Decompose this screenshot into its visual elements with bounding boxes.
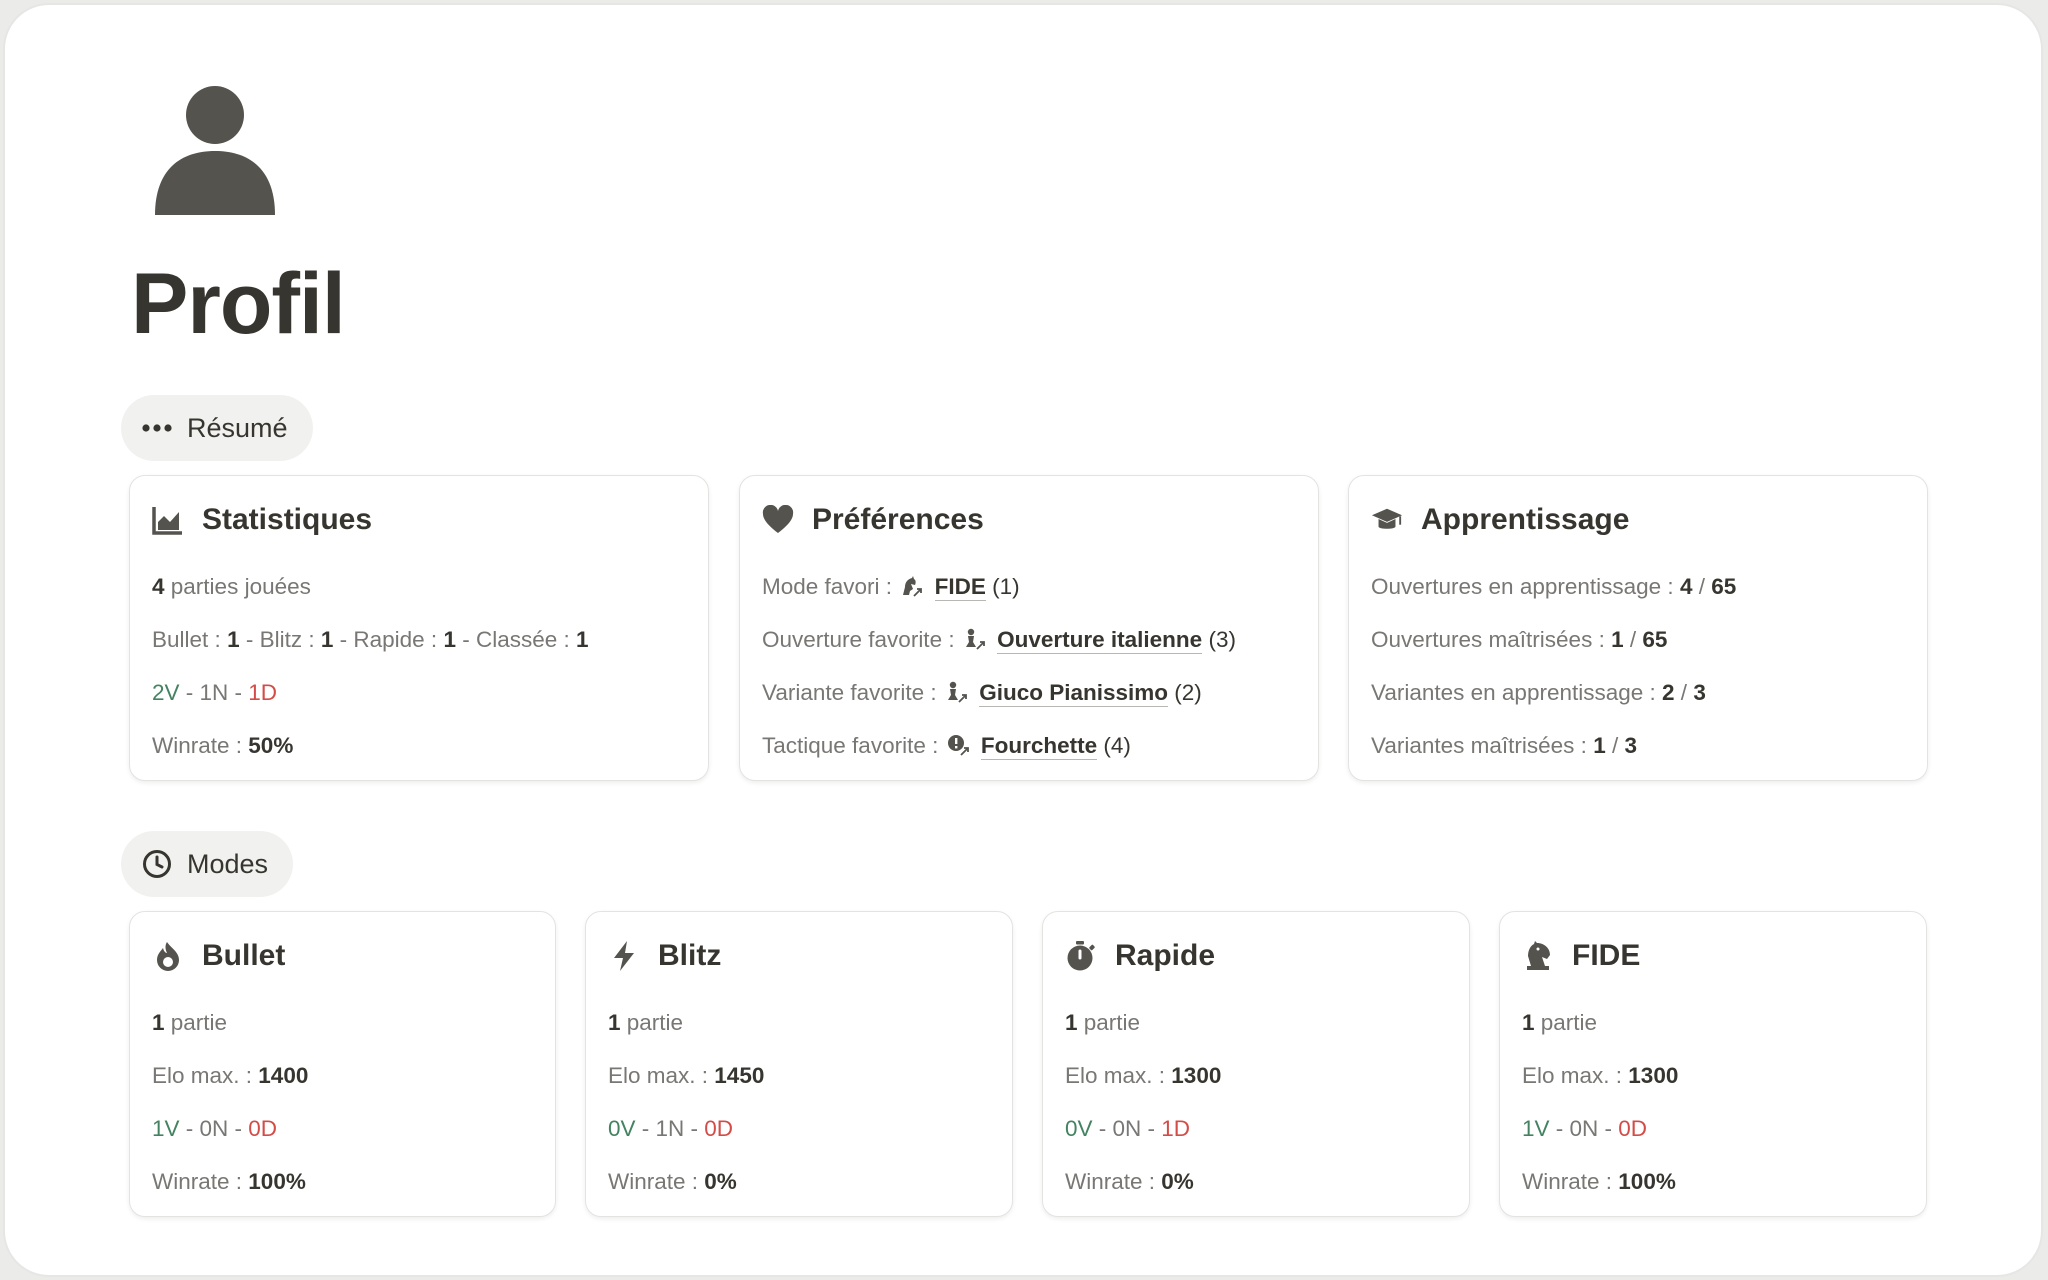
favorite-opening: Ouverture favorite : Ouverture italienne…: [762, 627, 1236, 654]
profile-page: Profil Résumé Statistiques 4 parties jou…: [3, 3, 2043, 1277]
card-title: Apprentissage: [1421, 503, 1630, 536]
pawn-trend-icon: [965, 628, 985, 650]
mode-winrate: Winrate : 0%: [1065, 1169, 1194, 1194]
learning-card: Apprentissage Ouvertures en apprentissag…: [1348, 475, 1928, 781]
mode-card-bullet: Bullet 1 partie Elo max. : 1400 1V - 0N …: [129, 911, 556, 1217]
variants-learning: Variantes en apprentissage : 2 / 3: [1371, 680, 1706, 705]
mode-record: 0V - 1N - 0D: [608, 1116, 734, 1141]
section-label: Résumé: [187, 412, 288, 443]
preferences-card: Préférences Mode favori : FIDE (1) Ouver…: [739, 475, 1319, 781]
mode-elo: Elo max. : 1400: [152, 1063, 309, 1088]
win-draw-loss: 2V - 1N - 1D: [152, 680, 278, 705]
card-title: Rapide: [1115, 939, 1216, 972]
variants-mastered: Variantes maîtrisées : 1 / 3: [1371, 733, 1637, 758]
games-played: 4 parties jouées: [152, 574, 311, 599]
openings-learning: Ouvertures en apprentissage : 4 / 65: [1371, 574, 1737, 599]
favorite-tactic-link[interactable]: Fourchette: [980, 733, 1098, 760]
favorite-opening-link[interactable]: Ouverture italienne: [997, 627, 1203, 654]
mode-games: 1 partie: [1522, 1010, 1598, 1035]
pawn-trend-icon: [947, 681, 967, 703]
clock-icon: [141, 848, 173, 880]
mode-record: 0V - 0N - 1D: [1065, 1116, 1191, 1141]
mode-elo: Elo max. : 1450: [608, 1063, 765, 1088]
mode-winrate: Winrate : 0%: [608, 1169, 737, 1194]
mode-card-rapide: Rapide 1 partie Elo max. : 1300 0V - 0N …: [1042, 911, 1470, 1217]
graduation-cap-icon: [1371, 504, 1403, 536]
heart-icon: [762, 504, 794, 536]
knight-trend-icon: [903, 576, 923, 597]
mode-record: 1V - 0N - 0D: [152, 1116, 278, 1141]
mode-card-blitz: Blitz 1 partie Elo max. : 1450 0V - 1N -…: [585, 911, 1013, 1217]
favorite-mode-link[interactable]: FIDE: [934, 574, 986, 601]
chess-knight-icon: [1522, 940, 1554, 972]
mode-elo: Elo max. : 1300: [1065, 1063, 1222, 1088]
favorite-variant: Variante favorite : Giuco Pianissimo (2): [762, 680, 1202, 707]
user-avatar-icon: [155, 86, 275, 215]
favorite-tactic: Tactique favorite : Fourchette (4): [762, 733, 1131, 760]
mode-record: 1V - 0N - 0D: [1522, 1116, 1648, 1141]
page-title: Profil: [131, 256, 346, 352]
stopwatch-icon: [1065, 940, 1097, 972]
stats-card: Statistiques 4 parties jouées Bullet : 1…: [129, 475, 709, 781]
favorite-variant-link[interactable]: Giuco Pianissimo: [979, 680, 1169, 707]
mode-winrate: Winrate : 100%: [152, 1169, 306, 1194]
card-title: Préférences: [812, 503, 984, 536]
card-title: Bullet: [202, 939, 286, 972]
tactic-trend-icon: [947, 735, 969, 756]
mode-games: 1 partie: [152, 1010, 228, 1035]
mode-card-fide: FIDE 1 partie Elo max. : 1300 1V - 0N - …: [1499, 911, 1927, 1217]
card-title: FIDE: [1572, 939, 1641, 972]
favorite-mode: Mode favori : FIDE (1): [762, 574, 1020, 601]
games-by-mode: Bullet : 1 - Blitz : 1 - Rapide : 1 - Cl…: [152, 627, 589, 652]
fire-icon: [152, 940, 184, 972]
section-label: Modes: [187, 848, 269, 879]
card-title: Statistiques: [202, 503, 373, 536]
bolt-icon: [608, 940, 640, 972]
section-toggle-resume[interactable]: Résumé: [121, 395, 313, 461]
openings-mastered: Ouvertures maîtrisées : 1 / 65: [1371, 627, 1668, 652]
more-dots-icon: [141, 412, 173, 444]
area-chart-icon: [152, 504, 184, 536]
mode-games: 1 partie: [608, 1010, 684, 1035]
winrate: Winrate : 50%: [152, 733, 294, 758]
card-title: Blitz: [658, 939, 722, 972]
mode-winrate: Winrate : 100%: [1522, 1169, 1676, 1194]
section-toggle-modes[interactable]: Modes: [121, 831, 294, 897]
mode-games: 1 partie: [1065, 1010, 1141, 1035]
mode-elo: Elo max. : 1300: [1522, 1063, 1679, 1088]
